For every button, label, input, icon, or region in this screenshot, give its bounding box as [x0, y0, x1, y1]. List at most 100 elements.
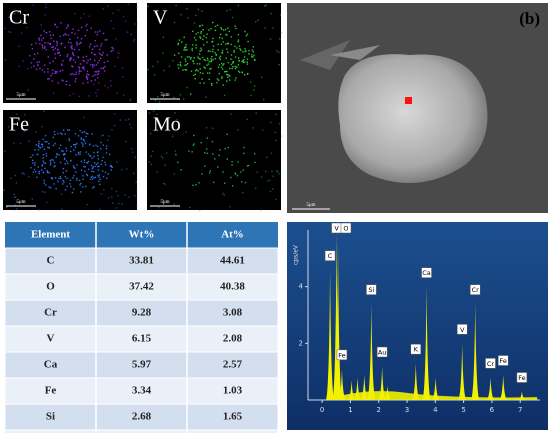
peak-label-box — [485, 358, 496, 369]
scale-label: 5μm — [160, 93, 169, 98]
peak-label-box — [410, 343, 422, 355]
header-cell: At% — [221, 229, 244, 241]
peak-label: V — [460, 326, 465, 334]
peak-label-box — [421, 267, 432, 278]
particle — [338, 54, 488, 183]
table-cell: O — [46, 281, 55, 293]
peak-label-box — [336, 349, 348, 361]
peak — [377, 366, 387, 400]
table-cell: 40.38 — [220, 281, 245, 293]
table-cell: Cr — [44, 307, 57, 319]
table-cell: 5.97 — [132, 359, 152, 371]
peak-label: Fe — [338, 351, 345, 359]
peak — [498, 374, 508, 400]
table-row — [4, 325, 279, 353]
table-cell: 6.15 — [132, 333, 152, 345]
peak — [333, 241, 343, 400]
map-element-label: Fe — [9, 114, 29, 136]
table-cell: V — [47, 333, 55, 345]
y-axis-label: cps/eV — [293, 244, 300, 265]
table-row — [4, 273, 279, 301]
peak-label-box — [340, 222, 352, 234]
peak-label: O — [343, 225, 348, 233]
peak-label-box — [376, 346, 388, 358]
x-tick-label: 3 — [405, 406, 409, 414]
peak-label: Cr — [472, 286, 480, 294]
x-tick-label: 5 — [461, 406, 465, 414]
table-row — [4, 247, 279, 275]
peak — [366, 303, 376, 400]
table-cell: 2.68 — [132, 411, 152, 423]
table-cell: 1.03 — [223, 385, 243, 397]
table-cell: 37.42 — [129, 281, 154, 293]
table-header — [5, 222, 278, 248]
peak-label-box — [366, 284, 377, 295]
peak-label: Fe — [500, 357, 507, 365]
map-element-label: V — [153, 7, 168, 29]
y-tick-label: 4 — [299, 283, 304, 291]
peak — [332, 232, 342, 400]
map-background — [147, 110, 281, 210]
map-background — [3, 3, 137, 103]
map-dots — [148, 110, 283, 212]
peak-label-box — [456, 324, 468, 335]
x-tick-label: 2 — [376, 406, 380, 414]
scale-label: 5μm — [160, 200, 169, 205]
peak — [325, 269, 335, 400]
sem-image: (b) 5μm — [287, 3, 548, 213]
table-cell: 1.65 — [223, 411, 243, 423]
x-tick-label: 0 — [320, 406, 324, 414]
table-cell: Ca — [44, 359, 58, 371]
sem-debris — [330, 45, 380, 60]
table-cell: Si — [46, 411, 55, 423]
peak — [422, 286, 432, 400]
map-dots — [4, 3, 138, 102]
peak-label: Au — [378, 349, 387, 357]
map-element-label: Cr — [9, 7, 29, 29]
scale-label: 5μm — [16, 93, 25, 98]
scale-label: 5μm — [306, 203, 315, 208]
peak — [431, 377, 441, 400]
header-cell: Wt% — [129, 229, 155, 241]
map-dots — [3, 110, 138, 211]
sem-debris — [300, 40, 350, 70]
x-tick-label: 6 — [490, 406, 495, 414]
peak — [457, 343, 467, 400]
table-row — [4, 299, 279, 327]
peak — [359, 374, 369, 400]
peak — [485, 377, 495, 400]
table-cell: 2.08 — [223, 333, 243, 345]
peak-label: Fe — [518, 374, 525, 382]
table-row — [4, 403, 279, 431]
peak — [470, 303, 480, 400]
composition-table: Element Wt% At% C 33.81 44.61 O 37.42 40.38 Cr 9.2… — [4, 222, 279, 438]
y-tick-label: 2 — [299, 339, 303, 347]
header-cell: Element — [31, 229, 70, 241]
table-cell: 2.57 — [223, 359, 243, 371]
table-cell: 3.34 — [132, 385, 152, 397]
table-cell: Fe — [45, 385, 57, 397]
spot-marker — [405, 97, 412, 104]
peak-label-box — [324, 250, 336, 261]
x-tick-label: 7 — [518, 406, 522, 414]
map-element-label: Mo — [153, 114, 181, 136]
continuum — [324, 391, 538, 400]
scale-label: 5μm — [16, 200, 25, 205]
x-tick-label: 4 — [433, 406, 438, 414]
peak-label: V — [334, 225, 339, 233]
table-cell: 3.08 — [223, 307, 243, 319]
map-dots — [147, 4, 283, 103]
peak — [383, 385, 393, 400]
peak — [411, 363, 421, 400]
peak — [353, 377, 363, 400]
peak-label: C — [328, 252, 333, 260]
peak — [517, 391, 527, 400]
table-row — [4, 377, 279, 405]
element-maps: Cr 5μm V 5μm Fe 5μm Mo 5μm — [3, 3, 283, 212]
peak-label: K — [414, 346, 419, 354]
table-cell: C — [47, 255, 55, 267]
x-tick-label: 1 — [348, 406, 352, 414]
table-cell: 33.81 — [129, 255, 154, 267]
